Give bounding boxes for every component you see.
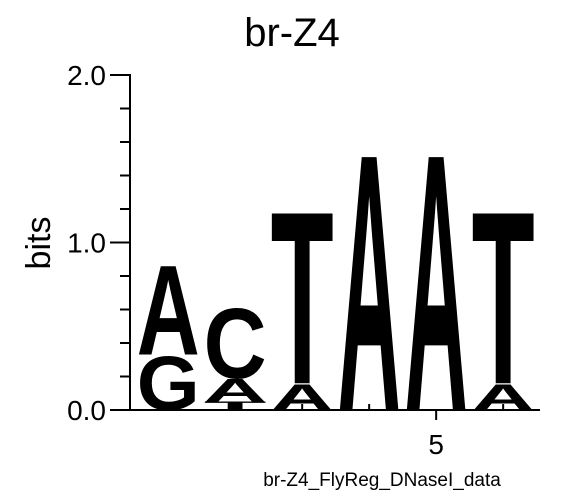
letter: A bbox=[137, 240, 200, 383]
letter: A bbox=[472, 377, 535, 419]
y-tick-label: 2.0 bbox=[67, 60, 106, 91]
y-tick-label: 0.0 bbox=[67, 395, 106, 426]
letter: A bbox=[204, 372, 267, 409]
y-axis-label: bits bbox=[20, 217, 58, 270]
y-tick-label: 1.0 bbox=[67, 228, 106, 259]
letter: G bbox=[137, 341, 200, 427]
letter: A bbox=[405, 77, 468, 488]
letter: T bbox=[472, 161, 535, 436]
letter: A bbox=[271, 377, 334, 419]
letter: A bbox=[338, 77, 401, 488]
x-axis-label: br-Z4_FlyReg_DNaseI_data bbox=[263, 470, 501, 491]
x-tick-label: 5 bbox=[428, 429, 444, 460]
letter: T bbox=[271, 161, 334, 436]
chart-title: br-Z4 bbox=[244, 11, 340, 55]
letter: T bbox=[204, 400, 267, 413]
letter: C bbox=[204, 288, 267, 400]
